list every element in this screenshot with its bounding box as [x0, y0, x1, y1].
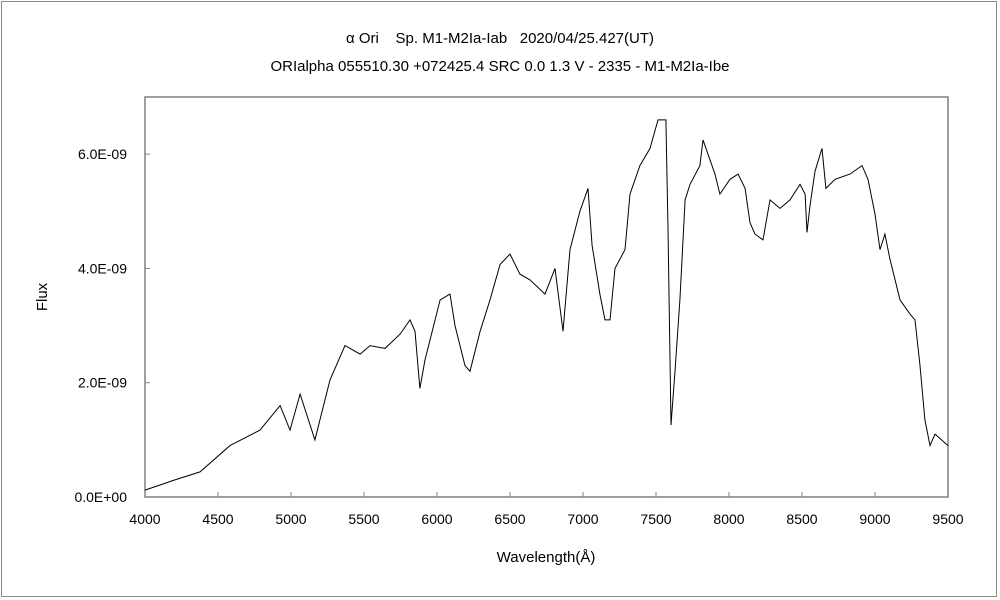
chart-subtitle: ORIalpha 055510.30 +072425.4 SRC 0.0 1.3…	[270, 58, 730, 75]
x-axis-label: Wavelength(Å)	[497, 549, 596, 566]
x-tick-label: 4500	[202, 511, 233, 527]
x-tick-label: 5500	[348, 511, 379, 527]
y-tick-label: 4.0E-09	[78, 260, 127, 276]
chart-title: α Ori Sp. M1-M2Ia-Iab 2020/04/25.427(UT)	[346, 30, 654, 47]
x-tick-label: 7000	[567, 511, 598, 527]
x-tick-label: 7500	[640, 511, 671, 527]
x-tick-label: 4000	[129, 511, 160, 527]
y-axis-label: Flux	[34, 282, 51, 311]
y-tick-label: 0.0E+00	[74, 489, 127, 505]
x-tick-label: 9000	[859, 511, 890, 527]
x-tick-label: 8500	[786, 511, 817, 527]
plot-area	[144, 96, 949, 498]
flux-series-line	[144, 119, 949, 491]
x-tick-label: 9500	[932, 511, 963, 527]
x-tick-label: 6000	[421, 511, 452, 527]
x-tick-label: 6500	[494, 511, 525, 527]
x-tick-label: 5000	[275, 511, 306, 527]
y-tick-label: 6.0E-09	[78, 146, 127, 162]
x-tick-label: 8000	[713, 511, 744, 527]
y-tick-label: 2.0E-09	[78, 375, 127, 391]
